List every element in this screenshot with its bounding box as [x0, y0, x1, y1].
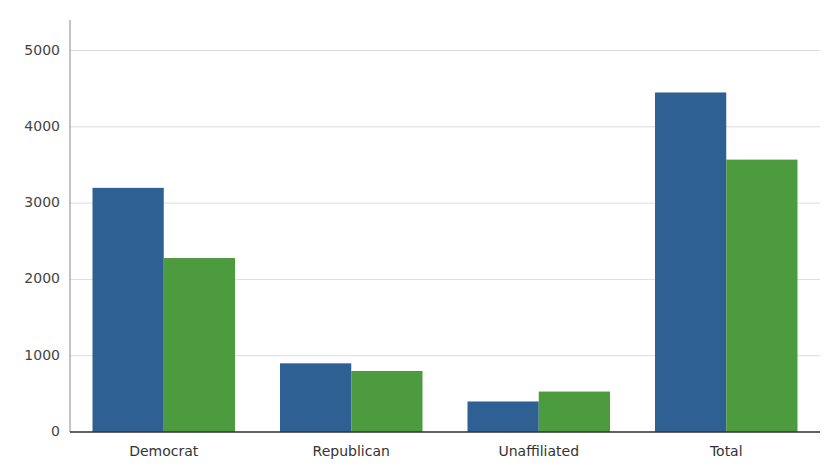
bar	[539, 392, 610, 432]
y-ticks: 0 1000 2000 3000 4000 5000	[24, 42, 60, 439]
x-axis-line	[70, 431, 820, 433]
grid-line	[70, 50, 820, 51]
y-tick-label: 2000	[24, 270, 60, 286]
grid-line	[70, 432, 820, 433]
bar	[280, 363, 351, 432]
x-ticks: Democrat Republican Unaffiliated Total	[129, 443, 742, 459]
bar	[726, 160, 797, 432]
bar	[468, 401, 539, 432]
y-tick-label: 5000	[24, 42, 60, 58]
chart-container: 0 1000 2000 3000 4000 5000 Democrat Republican U…	[0, 0, 840, 476]
y-tick-label: 4000	[24, 118, 60, 134]
chart-svg: 0 1000 2000 3000 4000 5000 Democrat Republican U…	[0, 0, 840, 476]
x-tick-label: Republican	[313, 443, 390, 459]
series-1	[164, 160, 798, 432]
y-tick-label: 3000	[24, 194, 60, 210]
grid	[70, 51, 820, 432]
y-tick-label: 1000	[24, 347, 60, 363]
y-tick-label: 0	[51, 423, 60, 439]
bar	[164, 258, 235, 432]
x-tick-label: Unaffiliated	[498, 443, 579, 459]
bar	[93, 188, 164, 432]
y-axis-line	[70, 20, 71, 432]
x-tick-label: Total	[709, 443, 743, 459]
x-tick-label: Democrat	[129, 443, 199, 459]
series-0	[93, 92, 727, 432]
bar	[655, 92, 726, 432]
bar	[351, 371, 422, 432]
bars	[93, 92, 798, 432]
